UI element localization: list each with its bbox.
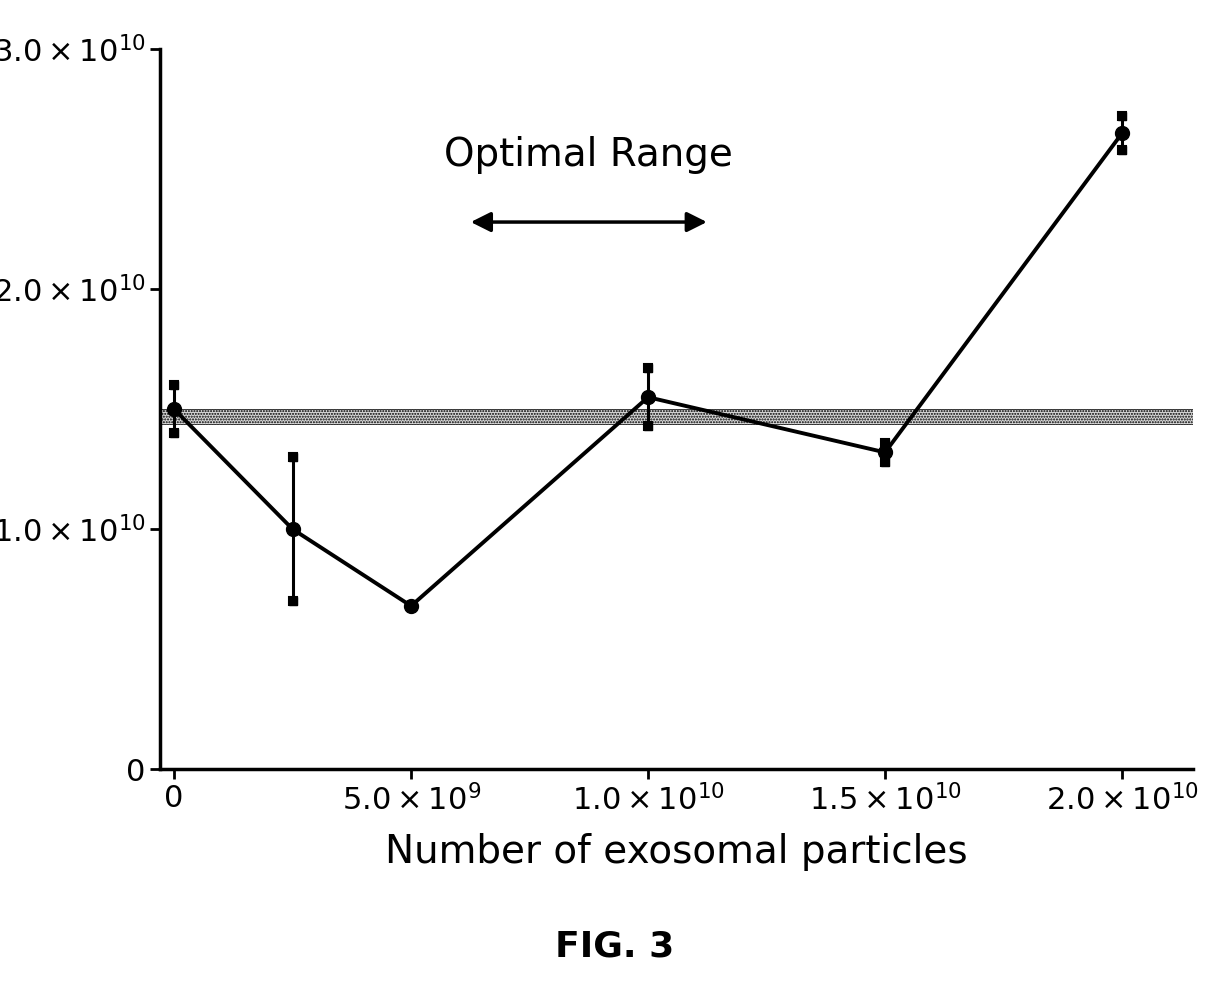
Text: FIG. 3: FIG. 3 bbox=[556, 930, 674, 963]
Text: Optimal Range: Optimal Range bbox=[444, 136, 733, 175]
Bar bbox=[160, 409, 1193, 424]
X-axis label: Number of exosomal particles: Number of exosomal particles bbox=[385, 833, 968, 871]
Bar bbox=[160, 409, 1193, 424]
